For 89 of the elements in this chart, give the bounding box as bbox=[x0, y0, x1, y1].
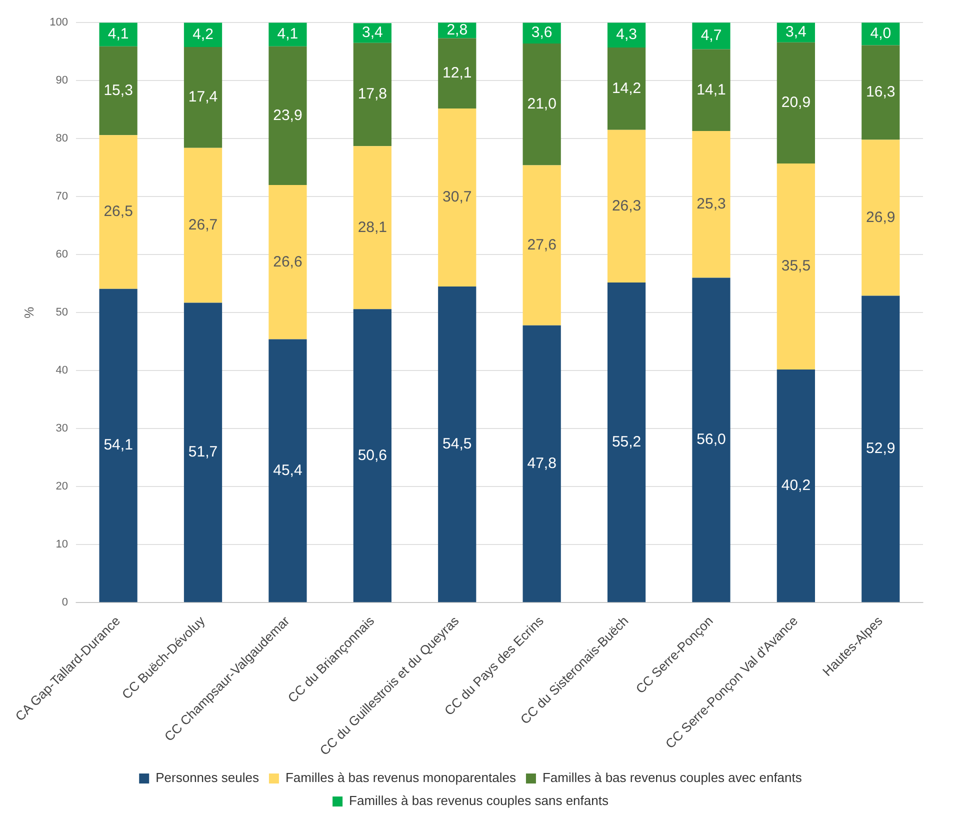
data-label: 4,1 bbox=[108, 26, 129, 43]
data-label: 27,6 bbox=[527, 236, 556, 254]
bar bbox=[438, 108, 476, 286]
data-label: 26,7 bbox=[188, 216, 218, 234]
y-tick-label: 90 bbox=[56, 74, 68, 87]
legend-label: Familles à bas revenus couples avec enfants bbox=[542, 770, 802, 786]
data-label: 45,4 bbox=[273, 462, 302, 479]
bar bbox=[99, 22, 138, 46]
bar bbox=[607, 282, 646, 602]
bar bbox=[353, 42, 392, 146]
data-label: 2,8 bbox=[446, 21, 468, 38]
data-label: 17,4 bbox=[188, 88, 218, 106]
data-label: 55,2 bbox=[612, 433, 642, 450]
data-label: 16,3 bbox=[866, 84, 896, 101]
bar bbox=[522, 165, 561, 326]
data-label: 35,5 bbox=[781, 258, 811, 275]
y-tick-label: 10 bbox=[56, 538, 68, 551]
bar bbox=[99, 46, 138, 136]
data-label: 25,3 bbox=[696, 196, 726, 213]
data-label: 17,8 bbox=[358, 86, 388, 103]
bar bbox=[268, 185, 307, 340]
data-label: 14,2 bbox=[612, 80, 642, 97]
bar bbox=[607, 130, 646, 282]
y-tick-label: 0 bbox=[62, 596, 68, 609]
data-label: 26,6 bbox=[273, 253, 302, 270]
data-label: 4,7 bbox=[700, 26, 722, 44]
legend-label: Familles à bas revenus monoparentales bbox=[285, 770, 516, 786]
y-tick-label: 60 bbox=[56, 248, 68, 261]
bar bbox=[607, 48, 646, 130]
legend-label: Familles à bas revenus couples sans enfants bbox=[349, 793, 609, 808]
y-tick-label: 20 bbox=[56, 480, 68, 493]
bar bbox=[862, 140, 900, 296]
bar bbox=[692, 22, 730, 50]
bar bbox=[692, 278, 730, 602]
y-tick-label: 30 bbox=[56, 422, 68, 435]
data-label: 50,6 bbox=[358, 446, 388, 464]
y-tick-label: 100 bbox=[50, 16, 68, 29]
data-label: 54,5 bbox=[442, 435, 472, 452]
bar bbox=[99, 288, 138, 602]
bar bbox=[522, 43, 561, 166]
bar bbox=[776, 369, 815, 602]
data-label: 28,1 bbox=[358, 218, 388, 236]
data-label: 23,9 bbox=[273, 106, 302, 124]
y-tick-label: 80 bbox=[56, 132, 68, 145]
data-label: 40,2 bbox=[781, 476, 811, 494]
data-label: 3,4 bbox=[786, 24, 806, 41]
data-label: 12,1 bbox=[442, 64, 472, 82]
data-label: 3,4 bbox=[362, 24, 383, 42]
data-label: 20,9 bbox=[781, 94, 811, 112]
y-tick-label: 40 bbox=[56, 364, 68, 377]
data-label: 4,3 bbox=[616, 26, 637, 44]
bar bbox=[353, 309, 392, 602]
data-label: 54,1 bbox=[104, 436, 133, 454]
data-label: 4,1 bbox=[277, 26, 298, 43]
data-label: 52,9 bbox=[866, 440, 896, 458]
data-label: 30,7 bbox=[442, 188, 472, 206]
data-label: 26,3 bbox=[612, 197, 642, 214]
legend-label: Personnes seules bbox=[156, 770, 260, 786]
data-label: 26,9 bbox=[866, 208, 896, 226]
bar bbox=[438, 38, 476, 108]
bar bbox=[776, 42, 815, 164]
bar bbox=[268, 46, 307, 185]
bar bbox=[184, 302, 222, 602]
y-tick-label: 70 bbox=[56, 190, 68, 203]
bar bbox=[692, 49, 730, 132]
bar bbox=[268, 339, 307, 602]
data-label: 4,2 bbox=[192, 26, 214, 43]
data-label: 15,3 bbox=[104, 82, 133, 99]
bar bbox=[438, 286, 476, 602]
bar bbox=[862, 296, 900, 602]
data-label: 14,1 bbox=[696, 81, 726, 98]
data-label: 47,8 bbox=[527, 454, 556, 472]
bar bbox=[268, 22, 307, 46]
data-label: 51,7 bbox=[188, 444, 218, 461]
bar bbox=[99, 135, 138, 289]
data-label: 4,0 bbox=[870, 24, 892, 42]
y-axis-title: % bbox=[21, 306, 36, 318]
bar bbox=[353, 146, 392, 310]
data-label: 3,6 bbox=[531, 24, 552, 42]
bar bbox=[692, 131, 730, 278]
data-label: 21,0 bbox=[527, 96, 556, 113]
y-tick-label: 50 bbox=[56, 306, 68, 319]
bar bbox=[522, 325, 561, 602]
data-label: 56,0 bbox=[696, 431, 726, 448]
bar bbox=[862, 45, 900, 140]
bar bbox=[184, 148, 222, 303]
bar bbox=[776, 164, 815, 370]
data-label: 26,5 bbox=[104, 203, 133, 220]
bar bbox=[184, 46, 222, 148]
